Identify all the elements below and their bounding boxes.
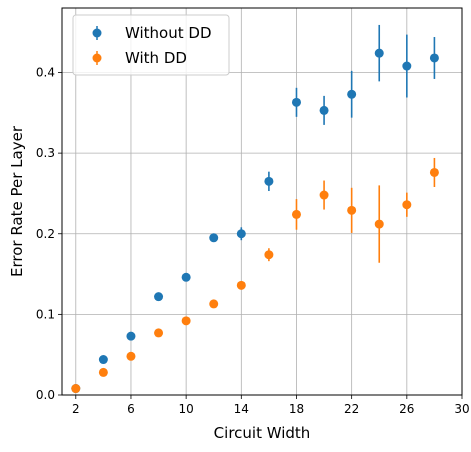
y-tick-label: 0.3 [36, 146, 55, 160]
x-tick-label: 2 [72, 402, 80, 416]
data-point [429, 53, 439, 63]
data-point [319, 105, 329, 115]
y-tick-label: 0.4 [36, 66, 55, 80]
series-1 [71, 157, 439, 394]
data-point [236, 229, 246, 239]
data-point [402, 200, 412, 210]
data-point [126, 331, 136, 341]
legend-entry-with-dd: With DD [92, 49, 187, 67]
x-tick-label: 22 [344, 402, 359, 416]
y-tick-label: 0.1 [36, 307, 55, 321]
data-point [264, 176, 274, 186]
x-tick-label: 18 [289, 402, 304, 416]
data-point [181, 272, 191, 282]
plot-frame [61, 7, 463, 396]
x-tick-label: 14 [234, 402, 249, 416]
series-0 [71, 24, 439, 394]
x-tick-label: 30 [454, 402, 469, 416]
legend-marker [92, 53, 102, 63]
legend-box [72, 14, 230, 76]
data-point [291, 97, 301, 107]
axis-ticks: 2 6 10 14 18 22 26 300.00.10.20.30.4 [36, 66, 470, 417]
data-point [264, 250, 274, 260]
data-point [98, 355, 108, 365]
data-point [209, 299, 219, 309]
legend-label: Without DD [125, 24, 212, 42]
data-point [347, 89, 357, 99]
data-point [429, 167, 439, 177]
data-point [71, 384, 81, 394]
data-series [71, 24, 439, 394]
legend-entry-without-dd: Without DD [92, 24, 212, 42]
data-point [98, 367, 108, 377]
data-point [126, 351, 136, 361]
data-point [374, 219, 384, 229]
legend-label: With DD [125, 49, 187, 67]
data-point [291, 209, 301, 219]
data-point [154, 292, 164, 302]
x-tick-label: 26 [399, 402, 414, 416]
data-point [209, 233, 219, 243]
y-tick-label: 0.0 [36, 388, 55, 402]
data-point [319, 190, 329, 200]
x-axis-label: Circuit Width [214, 424, 311, 442]
legend-marker [92, 28, 102, 38]
y-axis-label: Error Rate Per Layer [8, 125, 26, 277]
data-point [347, 205, 357, 215]
data-point [402, 61, 412, 71]
data-point [374, 48, 384, 58]
y-tick-label: 0.2 [36, 227, 55, 241]
x-tick-label: 10 [178, 402, 193, 416]
data-point [236, 280, 246, 290]
legend: Without DD With DD [72, 14, 230, 76]
data-point [181, 316, 191, 326]
x-tick-label: 6 [127, 402, 135, 416]
data-point [154, 328, 164, 338]
